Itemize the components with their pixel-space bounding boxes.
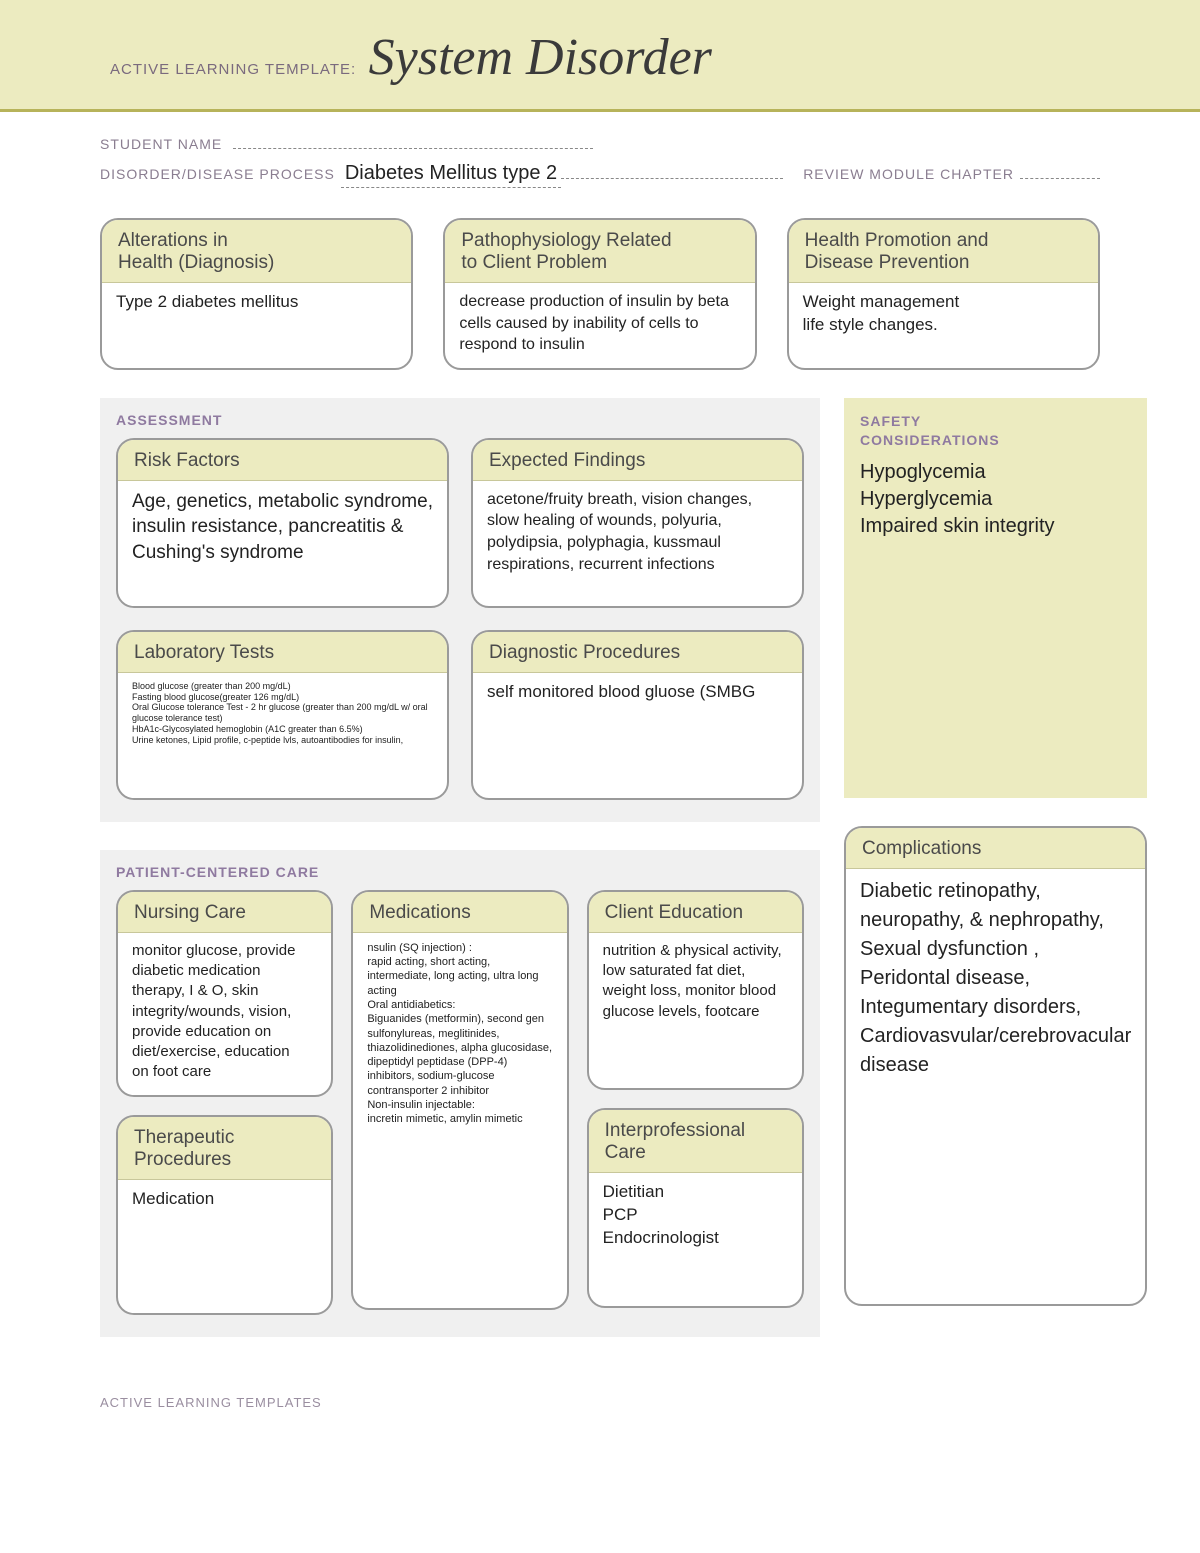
top-card-row: Alterations in Health (Diagnosis) Type 2… bbox=[100, 218, 1100, 370]
findings-title: Expected Findings bbox=[473, 440, 802, 481]
nursing-body: monitor glucose, provide diabetic medica… bbox=[118, 933, 331, 1095]
review-label: REVIEW MODULE CHAPTER bbox=[803, 166, 1014, 182]
assessment-section: ASSESSMENT Risk Factors Age, genetics, m… bbox=[100, 398, 820, 822]
student-name-blank[interactable] bbox=[233, 148, 593, 149]
disorder-blank bbox=[561, 178, 783, 179]
inter-card: Interprofessional Care Dietitian PCP End… bbox=[587, 1108, 804, 1308]
edu-title: Client Education bbox=[589, 892, 802, 933]
content-area: STUDENT NAME DISORDER/DISEASE PROCESS Di… bbox=[0, 112, 1200, 1365]
banner-title: System Disorder bbox=[369, 28, 712, 87]
title-banner: ACTIVE LEARNING TEMPLATE: System Disorde… bbox=[0, 0, 1200, 112]
edu-body: nutrition & physical activity, low satur… bbox=[589, 933, 802, 1034]
promo-body: Weight management life style changes. bbox=[789, 283, 1098, 349]
promo-title: Health Promotion and Disease Prevention bbox=[789, 220, 1098, 283]
findings-body: acetone/fruity breath, vision changes, s… bbox=[473, 481, 802, 587]
risk-card: Risk Factors Age, genetics, metabolic sy… bbox=[116, 438, 449, 608]
therapeutic-title: Therapeutic Procedures bbox=[118, 1117, 331, 1180]
meds-title: Medications bbox=[353, 892, 566, 933]
footer-text: ACTIVE LEARNING TEMPLATES bbox=[0, 1365, 1200, 1410]
safety-section: SAFETY CONSIDERATIONS Hypoglycemia Hyper… bbox=[844, 398, 1147, 798]
alterations-title: Alterations in Health (Diagnosis) bbox=[102, 220, 411, 283]
patho-title: Pathophysiology Related to Client Proble… bbox=[445, 220, 754, 283]
student-name-row: STUDENT NAME bbox=[100, 136, 1100, 152]
diag-card: Diagnostic Procedures self monitored blo… bbox=[471, 630, 804, 800]
complications-body: Diabetic retinopathy, neuropathy, & neph… bbox=[846, 869, 1145, 1092]
labs-body: Blood glucose (greater than 200 mg/dL) F… bbox=[118, 673, 447, 758]
left-column: ASSESSMENT Risk Factors Age, genetics, m… bbox=[100, 398, 820, 1365]
therapeutic-body: Medication bbox=[118, 1180, 331, 1223]
alterations-body: Type 2 diabetes mellitus bbox=[102, 283, 411, 326]
nursing-card: Nursing Care monitor glucose, provide di… bbox=[116, 890, 333, 1097]
diag-title: Diagnostic Procedures bbox=[473, 632, 802, 673]
assessment-title: ASSESSMENT bbox=[116, 412, 804, 428]
banner-prefix: ACTIVE LEARNING TEMPLATE: bbox=[110, 61, 356, 78]
review-blank[interactable] bbox=[1020, 178, 1100, 179]
complications-title: Complications bbox=[846, 828, 1145, 869]
labs-title: Laboratory Tests bbox=[118, 632, 447, 673]
nursing-title: Nursing Care bbox=[118, 892, 331, 933]
disorder-label: DISORDER/DISEASE PROCESS bbox=[100, 166, 335, 182]
safety-body: Hypoglycemia Hyperglycemia Impaired skin… bbox=[860, 459, 1131, 540]
page: ACTIVE LEARNING TEMPLATE: System Disorde… bbox=[0, 0, 1200, 1450]
patho-card: Pathophysiology Related to Client Proble… bbox=[443, 218, 756, 370]
meds-body: nsulin (SQ injection) : rapid acting, sh… bbox=[353, 933, 566, 1139]
student-name-label: STUDENT NAME bbox=[100, 136, 222, 152]
right-column: SAFETY CONSIDERATIONS Hypoglycemia Hyper… bbox=[844, 398, 1147, 1365]
findings-card: Expected Findings acetone/fruity breath,… bbox=[471, 438, 804, 608]
pcc-section: PATIENT-CENTERED CARE Nursing Care monit… bbox=[100, 850, 820, 1337]
disorder-value: Diabetes Mellitus type 2 bbox=[341, 162, 561, 188]
disorder-row: DISORDER/DISEASE PROCESS Diabetes Mellit… bbox=[100, 162, 1100, 188]
meds-card: Medications nsulin (SQ injection) : rapi… bbox=[351, 890, 568, 1310]
inter-body: Dietitian PCP Endocrinologist bbox=[589, 1173, 802, 1262]
therapeutic-card: Therapeutic Procedures Medication bbox=[116, 1115, 333, 1315]
patho-body: decrease production of insulin by beta c… bbox=[445, 283, 754, 368]
labs-card: Laboratory Tests Blood glucose (greater … bbox=[116, 630, 449, 800]
pcc-section-title: PATIENT-CENTERED CARE bbox=[116, 864, 804, 880]
promo-card: Health Promotion and Disease Prevention … bbox=[787, 218, 1100, 370]
risk-body: Age, genetics, metabolic syndrome, insul… bbox=[118, 481, 447, 578]
safety-title: SAFETY CONSIDERATIONS bbox=[860, 412, 1131, 451]
risk-title: Risk Factors bbox=[118, 440, 447, 481]
diag-body: self monitored blood gluose (SMBG bbox=[473, 673, 802, 716]
inter-title: Interprofessional Care bbox=[589, 1110, 802, 1173]
complications-card: Complications Diabetic retinopathy, neur… bbox=[844, 826, 1147, 1306]
main-grid: ASSESSMENT Risk Factors Age, genetics, m… bbox=[100, 398, 1100, 1365]
edu-card: Client Education nutrition & physical ac… bbox=[587, 890, 804, 1090]
alterations-card: Alterations in Health (Diagnosis) Type 2… bbox=[100, 218, 413, 370]
